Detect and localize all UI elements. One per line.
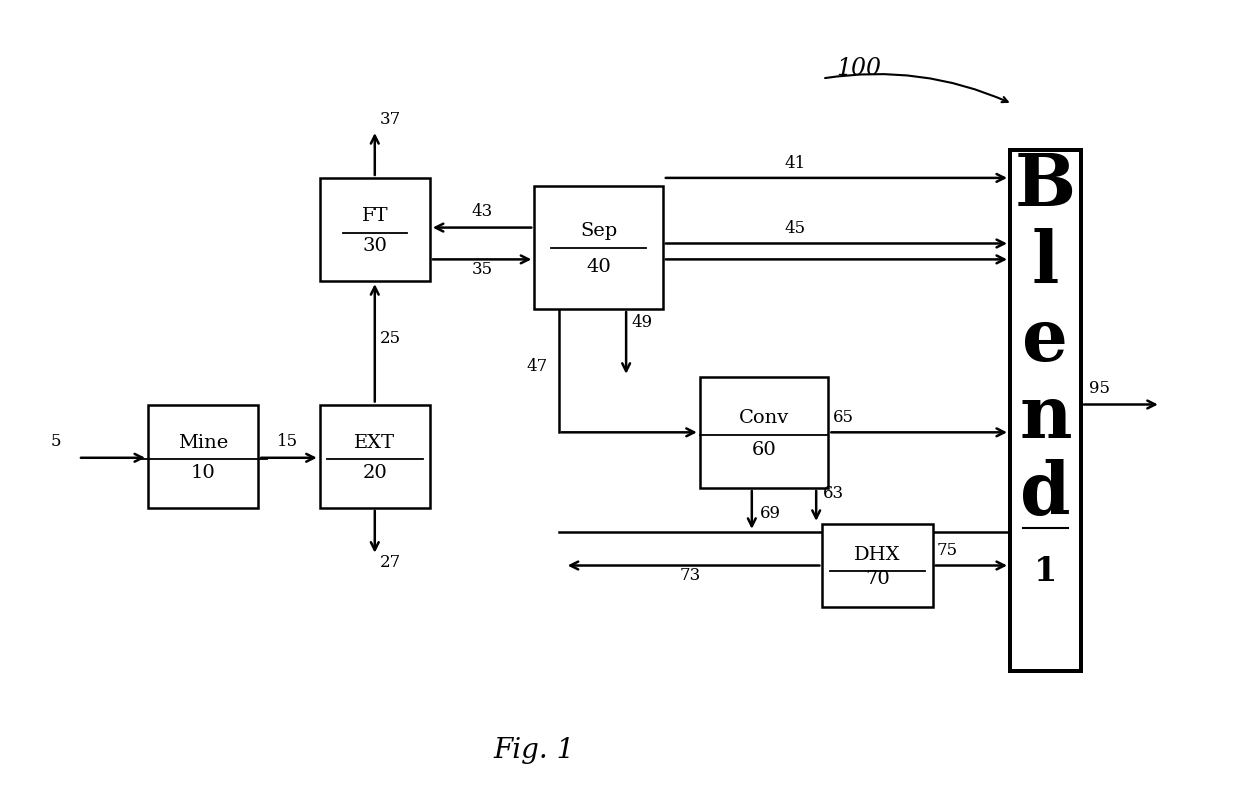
Text: Mine: Mine (179, 434, 228, 451)
Text: Conv: Conv (739, 409, 789, 427)
Text: 27: 27 (381, 553, 402, 570)
Text: 69: 69 (760, 505, 781, 522)
Bar (320, 404, 430, 508)
Text: 73: 73 (680, 567, 701, 584)
Text: 30: 30 (362, 237, 387, 255)
Text: l: l (1032, 227, 1059, 299)
Bar (822, 523, 932, 608)
Text: 35: 35 (471, 260, 492, 277)
Text: e: e (1023, 305, 1069, 375)
Text: 20: 20 (362, 464, 387, 481)
Text: 63: 63 (823, 485, 844, 502)
Text: 15: 15 (278, 433, 299, 450)
Text: d: d (1021, 459, 1071, 530)
Text: 25: 25 (381, 330, 402, 347)
Bar (699, 377, 828, 488)
Text: FT: FT (362, 207, 388, 225)
Text: 45: 45 (784, 220, 805, 237)
Bar (1009, 150, 1081, 671)
Text: 40: 40 (587, 258, 611, 276)
Bar (148, 404, 258, 508)
Text: 95: 95 (1089, 379, 1110, 396)
Text: 49: 49 (631, 314, 652, 331)
Text: 60: 60 (751, 441, 776, 460)
Text: Sep: Sep (580, 222, 618, 240)
Text: 47: 47 (526, 358, 547, 375)
Text: 75: 75 (936, 542, 959, 559)
Text: DHX: DHX (854, 545, 900, 564)
Text: EXT: EXT (355, 434, 396, 451)
Text: B: B (1014, 150, 1076, 222)
Text: 1: 1 (1034, 555, 1058, 588)
Text: 37: 37 (381, 111, 402, 128)
Text: 43: 43 (471, 203, 492, 220)
Text: 70: 70 (866, 570, 890, 588)
Bar (534, 186, 663, 309)
Text: 41: 41 (784, 155, 806, 172)
Text: Fig. 1: Fig. 1 (494, 737, 575, 765)
Text: 100: 100 (837, 57, 882, 79)
Text: n: n (1019, 382, 1071, 453)
Text: 5: 5 (51, 433, 61, 450)
Text: 65: 65 (832, 409, 853, 426)
Bar (320, 178, 430, 282)
Text: 10: 10 (191, 464, 216, 481)
